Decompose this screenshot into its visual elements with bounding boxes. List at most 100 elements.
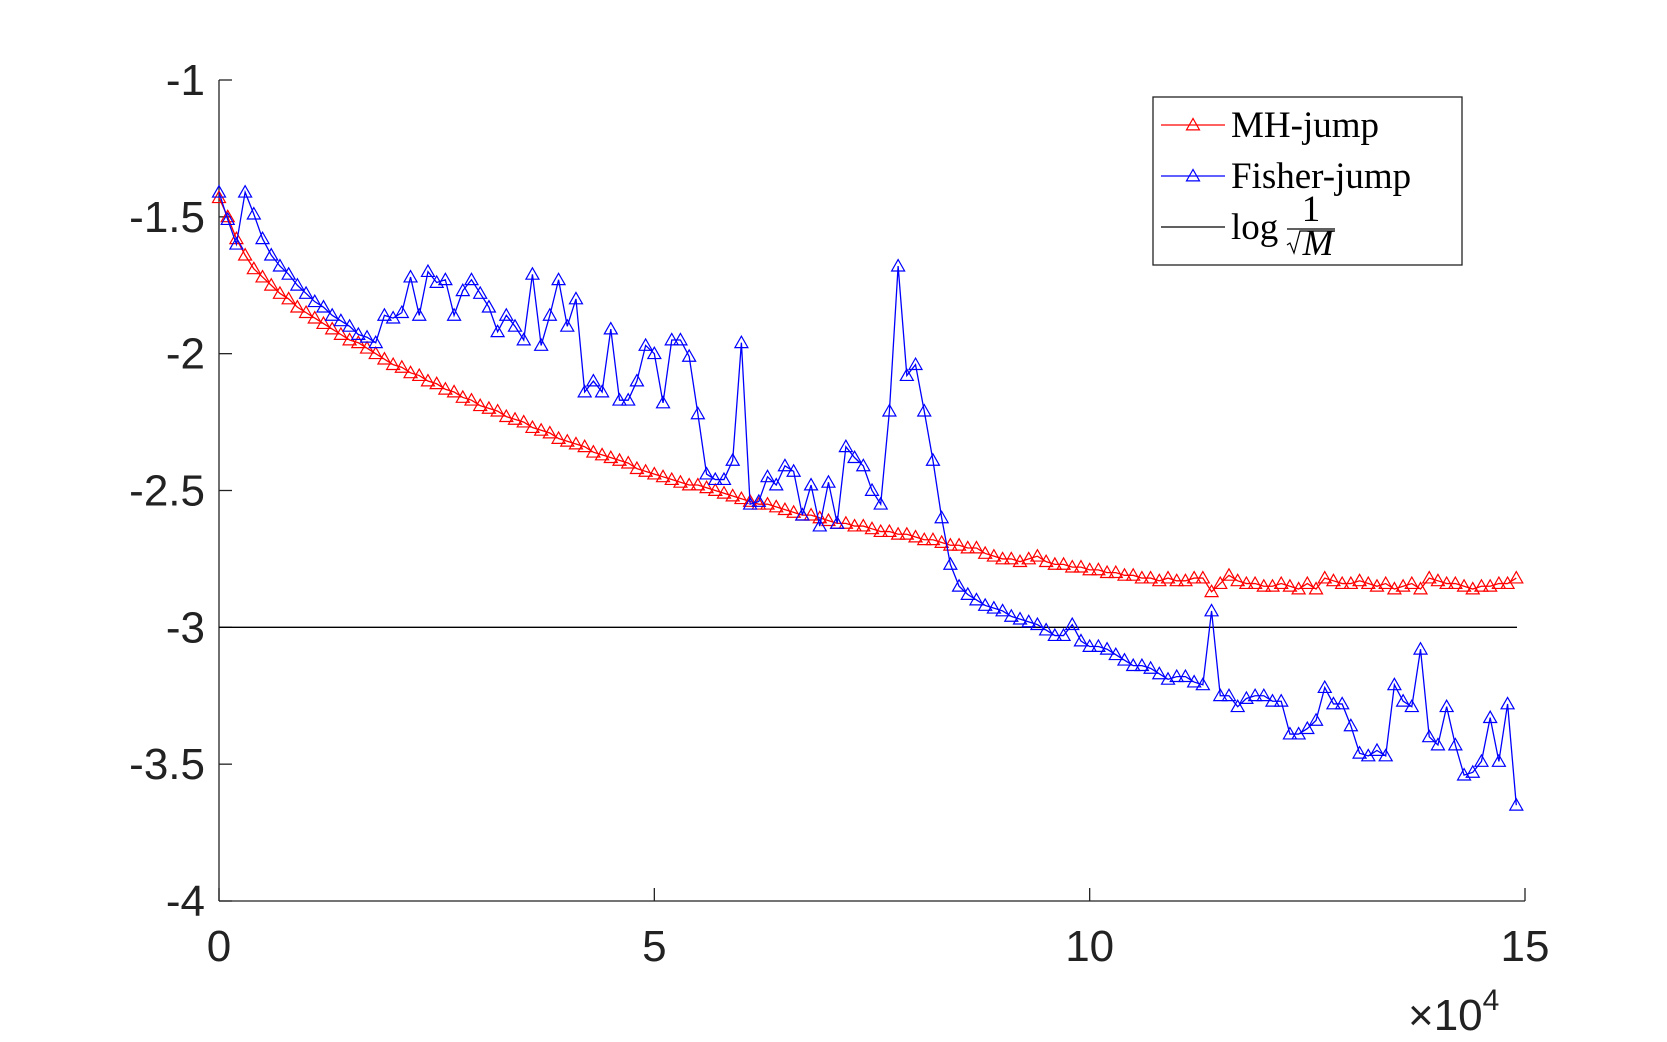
marker <box>986 600 1002 614</box>
marker <box>733 335 749 349</box>
marker <box>1029 616 1045 631</box>
marker <box>1108 564 1124 579</box>
marker <box>1090 562 1106 576</box>
marker <box>603 449 619 464</box>
y-tick-label: -4 <box>166 877 205 926</box>
marker <box>664 471 680 486</box>
y-tick-label: -1 <box>166 56 205 105</box>
marker <box>1412 641 1429 655</box>
marker <box>1056 627 1072 642</box>
marker <box>995 603 1011 617</box>
marker <box>638 463 654 477</box>
marker <box>1064 616 1080 631</box>
marker <box>437 381 453 395</box>
marker <box>1430 573 1446 587</box>
marker <box>1247 575 1263 590</box>
marker <box>1038 622 1054 636</box>
y-tick-label: -2 <box>166 330 205 379</box>
marker <box>1334 696 1350 710</box>
marker <box>420 263 436 278</box>
marker <box>733 491 749 505</box>
marker <box>768 477 784 491</box>
marker <box>1325 696 1341 710</box>
plot-area: -4-3.5-3-2.5-2-1.5-10 5 10 15×104 <box>129 56 1549 1040</box>
marker <box>995 551 1011 565</box>
marker <box>899 367 915 382</box>
marker <box>281 291 297 305</box>
marker <box>237 247 253 261</box>
marker <box>934 534 950 548</box>
marker <box>585 444 601 458</box>
marker <box>1247 688 1263 702</box>
marker <box>1056 556 1072 570</box>
marker <box>446 384 462 398</box>
marker <box>1473 578 1490 592</box>
marker <box>777 501 793 516</box>
marker <box>594 447 610 461</box>
marker <box>1491 753 1507 767</box>
marker <box>1221 567 1237 581</box>
marker <box>315 315 332 330</box>
marker <box>1378 748 1394 762</box>
marker <box>533 422 549 436</box>
marker <box>907 529 924 543</box>
marker <box>977 545 993 559</box>
marker <box>1439 575 1455 590</box>
marker <box>1003 608 1019 622</box>
marker <box>1064 559 1080 573</box>
marker <box>490 324 506 338</box>
marker <box>272 285 288 299</box>
marker <box>1264 693 1281 707</box>
legend-frac-den: M <box>1302 223 1336 264</box>
marker <box>281 266 297 280</box>
marker <box>646 345 662 360</box>
marker <box>655 469 671 483</box>
marker <box>289 277 305 291</box>
marker <box>1447 575 1463 590</box>
y-tick-label: -2.5 <box>129 467 205 516</box>
marker <box>1134 657 1150 672</box>
marker <box>211 184 227 198</box>
marker <box>1256 578 1272 592</box>
marker <box>1404 698 1420 713</box>
marker <box>864 521 880 535</box>
marker <box>437 272 453 286</box>
marker <box>1473 753 1490 767</box>
marker <box>1047 556 1063 570</box>
marker <box>516 414 532 428</box>
marker <box>1395 693 1411 707</box>
marker <box>1447 737 1463 751</box>
marker <box>925 452 941 466</box>
marker <box>1508 570 1524 584</box>
marker <box>1378 575 1394 590</box>
marker <box>324 307 340 321</box>
marker <box>803 477 819 491</box>
scale-base: ×10 <box>1408 991 1483 1040</box>
marker <box>1238 575 1254 590</box>
marker <box>1230 573 1246 587</box>
marker <box>838 515 854 529</box>
marker <box>385 356 401 371</box>
marker <box>1125 657 1141 672</box>
marker <box>925 532 941 546</box>
marker <box>1082 638 1098 652</box>
marker <box>298 285 314 299</box>
x-tick-label: 10 <box>1065 922 1114 971</box>
marker <box>603 321 619 335</box>
marker <box>568 291 584 305</box>
marker <box>1360 575 1376 590</box>
marker <box>847 449 863 464</box>
marker <box>559 433 575 447</box>
marker <box>1108 646 1124 661</box>
marker <box>890 258 906 272</box>
marker <box>1299 720 1315 735</box>
marker <box>594 384 610 398</box>
marker <box>1073 633 1089 647</box>
marker <box>829 515 845 529</box>
marker <box>820 474 837 488</box>
legend-label: MH-jump <box>1231 105 1379 146</box>
marker <box>403 365 419 379</box>
y-tick-label: -3 <box>166 603 205 652</box>
marker <box>681 348 697 362</box>
marker <box>812 518 828 532</box>
